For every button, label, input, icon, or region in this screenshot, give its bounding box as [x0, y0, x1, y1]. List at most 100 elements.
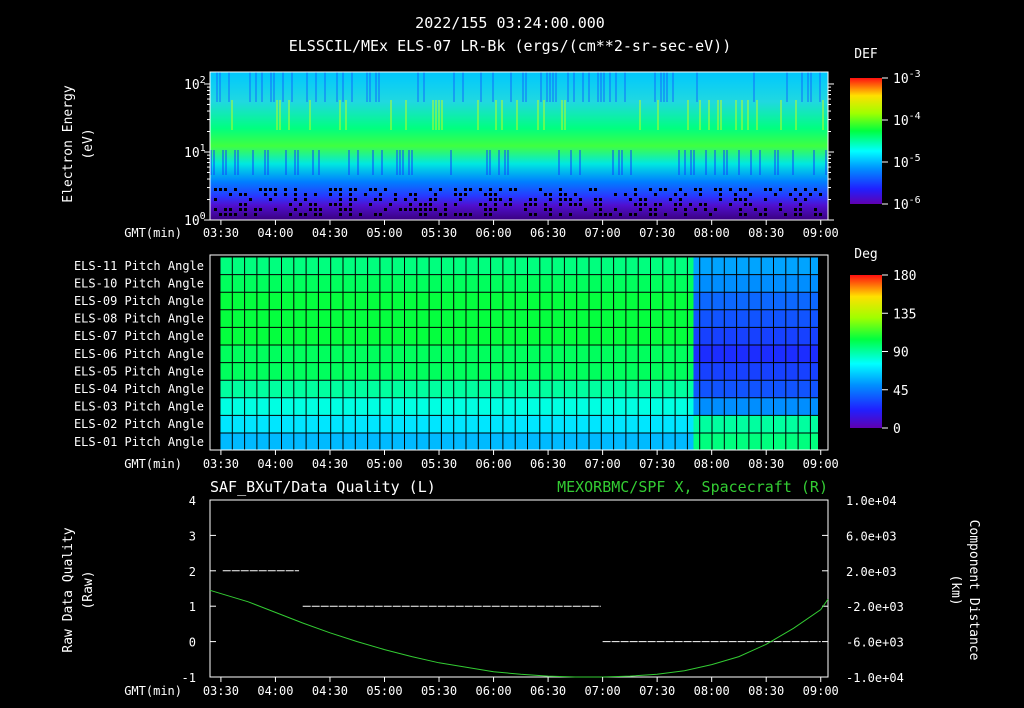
time-tick-label: 05:00 — [366, 226, 402, 240]
gmt-label-1: GMT(min) — [124, 226, 182, 240]
spectrogram-gap — [429, 208, 432, 211]
spectrogram-stripe — [537, 100, 539, 130]
spectrogram-gap — [444, 203, 447, 206]
pitch-row-label: ELS-11 Pitch Angle — [74, 259, 204, 273]
spectrogram-stripe — [570, 150, 572, 175]
spectrogram-gap — [349, 198, 352, 201]
spectrogram-gap — [439, 213, 442, 216]
spectrogram-stripe — [276, 100, 278, 130]
def-colorbar-tick-label: 10-3 — [893, 69, 921, 87]
spectrogram-gap — [414, 193, 417, 196]
spectrogram-gap — [239, 208, 242, 211]
spectrogram-gap — [464, 213, 467, 216]
time-axes: GMT(min) 03:30 04:00 04:30 05:00 05:30 06:00 06… — [124, 220, 839, 698]
spectrogram-gap — [684, 208, 687, 211]
spectrogram-stripe — [741, 100, 743, 130]
spectrogram-stripe — [324, 72, 326, 102]
left-ylabel-line1: Raw Data Quality — [61, 527, 76, 652]
time-tick-label: 04:00 — [257, 226, 293, 240]
spectrogram-gap — [574, 203, 577, 206]
spectrogram-stripe — [723, 150, 725, 175]
spectrogram-gap — [559, 188, 562, 191]
spectrogram-stripe — [747, 100, 749, 130]
spectrogram-gap — [744, 213, 747, 216]
left-series-title: SAF_BXuT/Data Quality (L) — [210, 478, 436, 496]
spectrogram-gap — [314, 208, 317, 211]
spectrogram-gap — [679, 203, 682, 206]
spectrogram-gap — [609, 213, 612, 216]
spectrogram-gap — [774, 193, 777, 196]
pitch-row-label: ELS-03 Pitch Angle — [74, 400, 204, 414]
spectrogram-gap — [419, 203, 422, 206]
spectrogram-gap — [594, 203, 597, 206]
spectrogram-gap — [229, 213, 232, 216]
spectrogram-gap — [424, 203, 427, 206]
spectrogram-gap — [744, 203, 747, 206]
spectrogram-gap — [299, 203, 302, 206]
spectrogram-stripe — [612, 150, 614, 175]
spectrogram-gap — [379, 198, 382, 201]
spectrogram-stripe — [492, 72, 494, 102]
spectrogram-gap — [759, 213, 762, 216]
spectrogram-gap — [699, 188, 702, 191]
spectrogram-gap — [454, 193, 457, 196]
def-colorbar-label: DEF — [854, 47, 878, 62]
spectrogram-gap — [334, 203, 337, 206]
pitch-cell-before — [220, 397, 694, 416]
spectrogram-gap — [419, 213, 422, 216]
spectrogram-stripe — [372, 150, 374, 175]
pitch-cell-before — [220, 257, 694, 275]
spectrogram-gap — [674, 193, 677, 196]
spectrogram-stripe — [336, 72, 338, 102]
spectrogram-stripe — [273, 72, 275, 102]
spectrogram-ytick-label: 102 — [184, 75, 206, 93]
spectrogram-stripe — [810, 72, 812, 102]
spectrogram-gap — [459, 213, 462, 216]
time-tick-label: 06:30 — [530, 457, 566, 471]
spectrogram-gap — [444, 213, 447, 216]
pitch-cell-before — [220, 362, 694, 381]
spectrogram-stripe — [216, 72, 218, 102]
spectrogram-gap — [309, 208, 312, 211]
spectrogram-stripe — [270, 72, 272, 102]
spectrogram-gap — [304, 193, 307, 196]
spectrogram-gap — [509, 188, 512, 191]
spectrogram-gap — [524, 208, 527, 211]
time-tick-label: 07:30 — [639, 457, 675, 471]
spectrogram-stripe — [738, 150, 740, 175]
spectrogram-gap — [534, 203, 537, 206]
spectrogram-gap — [364, 193, 367, 196]
spectrogram-frame — [209, 71, 829, 221]
right-ylabel-line2: (km) — [948, 574, 963, 605]
spectrogram-gap — [794, 198, 797, 201]
line-ylabel-left: Raw Data Quality (Raw) — [61, 527, 96, 652]
spectrogram-stripe — [684, 150, 686, 175]
spectrogram-background — [210, 72, 828, 220]
spectrogram-stripe — [735, 100, 737, 130]
spectrogram-gap — [489, 208, 492, 211]
left-y-axis: 4 3 2 1 0 -1 — [182, 494, 216, 685]
spectrogram-gap — [349, 203, 352, 206]
spectrogram-gap — [699, 193, 702, 196]
spectrogram-gap — [229, 193, 232, 196]
spectrogram-stripe — [219, 72, 221, 102]
spectrogram-stripe — [708, 100, 710, 130]
spectrogram-gap — [484, 203, 487, 206]
spectrogram-gap — [494, 193, 497, 196]
spectrogram-stripe — [750, 150, 752, 175]
spectrogram-gap — [369, 203, 372, 206]
spectrogram-stripe — [546, 72, 548, 102]
spectrogram-stripe — [756, 100, 758, 130]
spectrogram-gap — [349, 213, 352, 216]
time-tick-label: 04:30 — [312, 226, 348, 240]
spectrogram-gap — [244, 203, 247, 206]
spectrogram-stripe — [522, 72, 524, 102]
spectrogram-stripe — [462, 72, 464, 102]
spectrogram-ytick-label: 100 — [184, 211, 206, 229]
spectrogram-gap — [454, 203, 457, 206]
spectrogram-stripe — [696, 72, 698, 102]
spectrogram-stripe — [210, 150, 212, 175]
pitch-row-label: ELS-10 Pitch Angle — [74, 276, 204, 290]
spectrogram-stripe — [480, 72, 482, 102]
spectrogram-gap — [404, 208, 407, 211]
